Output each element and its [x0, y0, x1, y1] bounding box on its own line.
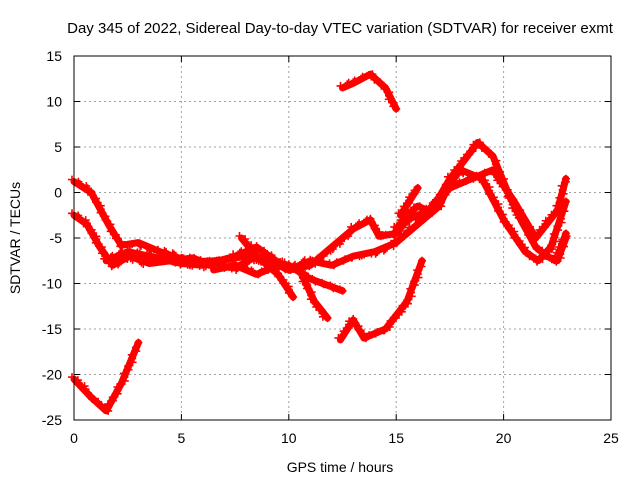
y-axis-label: SDTVAR / TECUs — [7, 182, 23, 294]
plus-markers — [336, 70, 401, 113]
y-tick-label: 0 — [54, 185, 62, 201]
chart-title: Day 345 of 2022, Sidereal Day-to-day VTE… — [67, 20, 614, 37]
y-tick-label: -5 — [50, 230, 63, 246]
y-tick-label: -20 — [42, 367, 62, 383]
x-tick-label: 15 — [388, 430, 404, 446]
y-tick-label: -15 — [42, 321, 62, 337]
y-tick-label: 15 — [46, 48, 62, 64]
series-band — [392, 138, 570, 265]
plus-markers — [549, 229, 571, 263]
x-tick-label: 10 — [281, 430, 297, 446]
y-tick-label: -25 — [42, 412, 62, 428]
series-track-l — [394, 184, 422, 219]
series-track-k — [549, 229, 571, 265]
plus-markers — [390, 138, 570, 266]
plot-frame — [73, 55, 612, 421]
series-track-f — [336, 70, 401, 113]
y-tick-label: -10 — [42, 276, 62, 292]
x-tick-label: 20 — [496, 430, 512, 446]
plus-markers — [68, 338, 143, 415]
x-tick-label: 25 — [603, 430, 619, 446]
axis-ticks: 0 5 10 15 20 25 15 10 5 0 -5 -10 -15 -20 -25 — [42, 48, 619, 446]
x-tick-label: 0 — [70, 430, 78, 446]
series-band — [70, 339, 142, 415]
plus-markers — [394, 184, 422, 218]
x-axis-label: GPS time / hours — [287, 459, 394, 475]
data-series — [68, 70, 571, 415]
y-tick-label: 5 — [54, 139, 62, 155]
x-tick-label: 5 — [178, 430, 186, 446]
series-track-h — [334, 256, 426, 344]
plus-markers — [334, 256, 426, 343]
series-track-j — [390, 138, 570, 266]
series-track-e — [207, 260, 293, 279]
series-track-g — [68, 338, 143, 415]
y-tick-label: 10 — [46, 94, 62, 110]
